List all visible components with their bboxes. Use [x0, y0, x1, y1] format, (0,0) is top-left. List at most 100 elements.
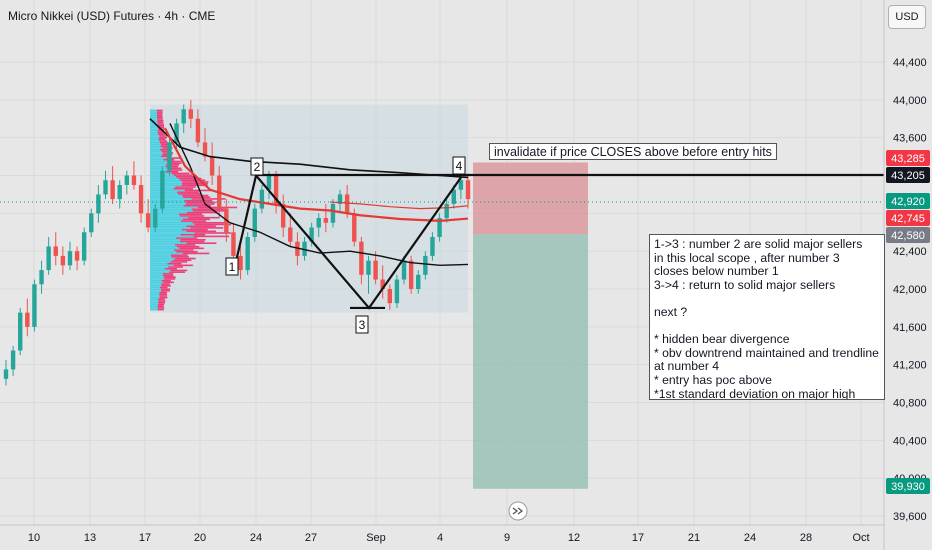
- x-tick-label: 21: [688, 532, 700, 544]
- pattern-lines: 1 2 3 4: [225, 156, 466, 334]
- candle-body: [60, 255, 66, 266]
- profile-bar-sell: [173, 249, 194, 251]
- profile-bar-sell: [159, 296, 168, 299]
- candle-body: [259, 189, 265, 209]
- candle-body: [153, 208, 158, 228]
- profile-bar-sell: [157, 126, 165, 129]
- note-line: [654, 320, 880, 334]
- candle-body: [323, 218, 329, 223]
- profile-bar-buy: [150, 223, 195, 226]
- profile-bar-sell: [181, 184, 208, 187]
- profile-bar-buy: [150, 240, 180, 243]
- profile-bar-buy: [150, 196, 184, 199]
- profile-bar-sell: [162, 273, 174, 275]
- profile-bar-buy: [150, 182, 182, 185]
- profile-bar-buy: [150, 116, 157, 119]
- moving-average-line-2: [329, 201, 469, 210]
- x-tick-label: 27: [305, 532, 317, 544]
- profile-bar-sell: [191, 208, 226, 210]
- profile-bar-buy: [150, 269, 171, 272]
- profile-bar-sell: [175, 186, 196, 188]
- profile-bar-sell: [190, 227, 224, 229]
- y-tick-label: 41,600: [893, 322, 927, 334]
- profile-bar-buy: [150, 199, 185, 202]
- profile-bar-sell: [179, 247, 204, 250]
- profile-bar-buy: [150, 109, 157, 112]
- pattern-label-box: [452, 156, 466, 175]
- candle-body: [231, 232, 236, 256]
- profile-bar-sell: [159, 291, 168, 294]
- profile-bar-buy: [150, 244, 175, 246]
- profile-bar-buy: [150, 145, 161, 147]
- candle-body: [202, 142, 208, 157]
- profile-bar-sell: [163, 278, 176, 280]
- profile-bar-buy: [150, 308, 158, 311]
- profile-bar-buy: [150, 138, 159, 141]
- profile-bar-sell: [156, 111, 163, 113]
- profile-bar-sell: [158, 301, 165, 304]
- candle-body: [281, 203, 286, 228]
- profile-bar-sell: [179, 215, 205, 217]
- candle-body: [252, 208, 257, 237]
- profile-bar-sell: [183, 204, 212, 207]
- profile-bar-buy: [150, 303, 158, 306]
- take-profit-zone: [473, 234, 588, 489]
- profile-bar-buy: [150, 128, 159, 130]
- profile-bar-sell: [156, 109, 163, 112]
- profile-bar-buy: [150, 239, 181, 241]
- profile-bar-buy: [150, 119, 158, 122]
- profile-bar-sell: [192, 221, 228, 224]
- profile-bar-buy: [150, 150, 162, 153]
- profile-bar-buy: [150, 179, 181, 182]
- y-tick-label: 42,000: [893, 284, 927, 296]
- profile-bar-buy: [150, 124, 158, 127]
- candle-body: [74, 251, 80, 261]
- profile-bar-sell: [165, 170, 179, 173]
- profile-bar-sell: [174, 244, 196, 246]
- profile-bar-sell: [159, 295, 168, 297]
- profile-bar-buy: [150, 256, 172, 258]
- price-label-text: 42,580: [891, 230, 925, 242]
- replay-icon[interactable]: [508, 501, 528, 521]
- profile-bar-buy: [150, 279, 162, 282]
- profile-bar-buy: [150, 204, 184, 207]
- profile-bar-buy: [150, 300, 159, 302]
- candle-body: [131, 175, 137, 185]
- profile-bar-sell: [161, 288, 171, 290]
- price-label-bg: [886, 150, 930, 166]
- profile-bar-sell: [158, 138, 166, 141]
- profile-bar-sell: [159, 286, 168, 289]
- profile-bar-buy: [150, 274, 163, 277]
- candle-body: [352, 213, 357, 242]
- x-tick-label: 10: [28, 532, 40, 544]
- candle-body: [416, 274, 421, 289]
- chart-title: Micro Nikkei (USD) Futures · 4h · CME: [8, 9, 216, 23]
- x-tick-label: 13: [84, 532, 96, 544]
- profile-bar-buy: [150, 271, 170, 273]
- candle-body: [145, 213, 151, 228]
- profile-bar-sell: [184, 189, 214, 192]
- profile-bar-buy: [150, 305, 158, 308]
- candle-body: [316, 218, 321, 228]
- replay-icon-glyph: [512, 507, 524, 515]
- profile-bar-buy: [150, 218, 183, 221]
- profile-bar-buy: [150, 301, 159, 304]
- profile-bar-sell: [182, 252, 210, 255]
- candle-body: [25, 312, 30, 327]
- currency-button[interactable]: USD: [888, 5, 926, 29]
- profile-bar-buy: [150, 157, 167, 159]
- profile-bar-sell: [157, 124, 164, 127]
- profile-bar-sell: [160, 290, 170, 292]
- profile-bar-sell: [173, 264, 193, 267]
- profile-bar-sell: [179, 240, 205, 243]
- profile-bar-sell: [181, 228, 208, 231]
- profile-bar-sell: [161, 150, 172, 153]
- profile-bar-sell: [182, 218, 210, 221]
- profile-bar-sell: [166, 157, 180, 159]
- profile-bar-sell: [166, 164, 180, 166]
- profile-bar-sell: [159, 140, 168, 142]
- profile-bar-buy: [150, 140, 160, 142]
- profile-bar-sell: [157, 307, 165, 309]
- profile-bar-buy: [150, 259, 173, 262]
- profile-bar-sell: [161, 279, 171, 282]
